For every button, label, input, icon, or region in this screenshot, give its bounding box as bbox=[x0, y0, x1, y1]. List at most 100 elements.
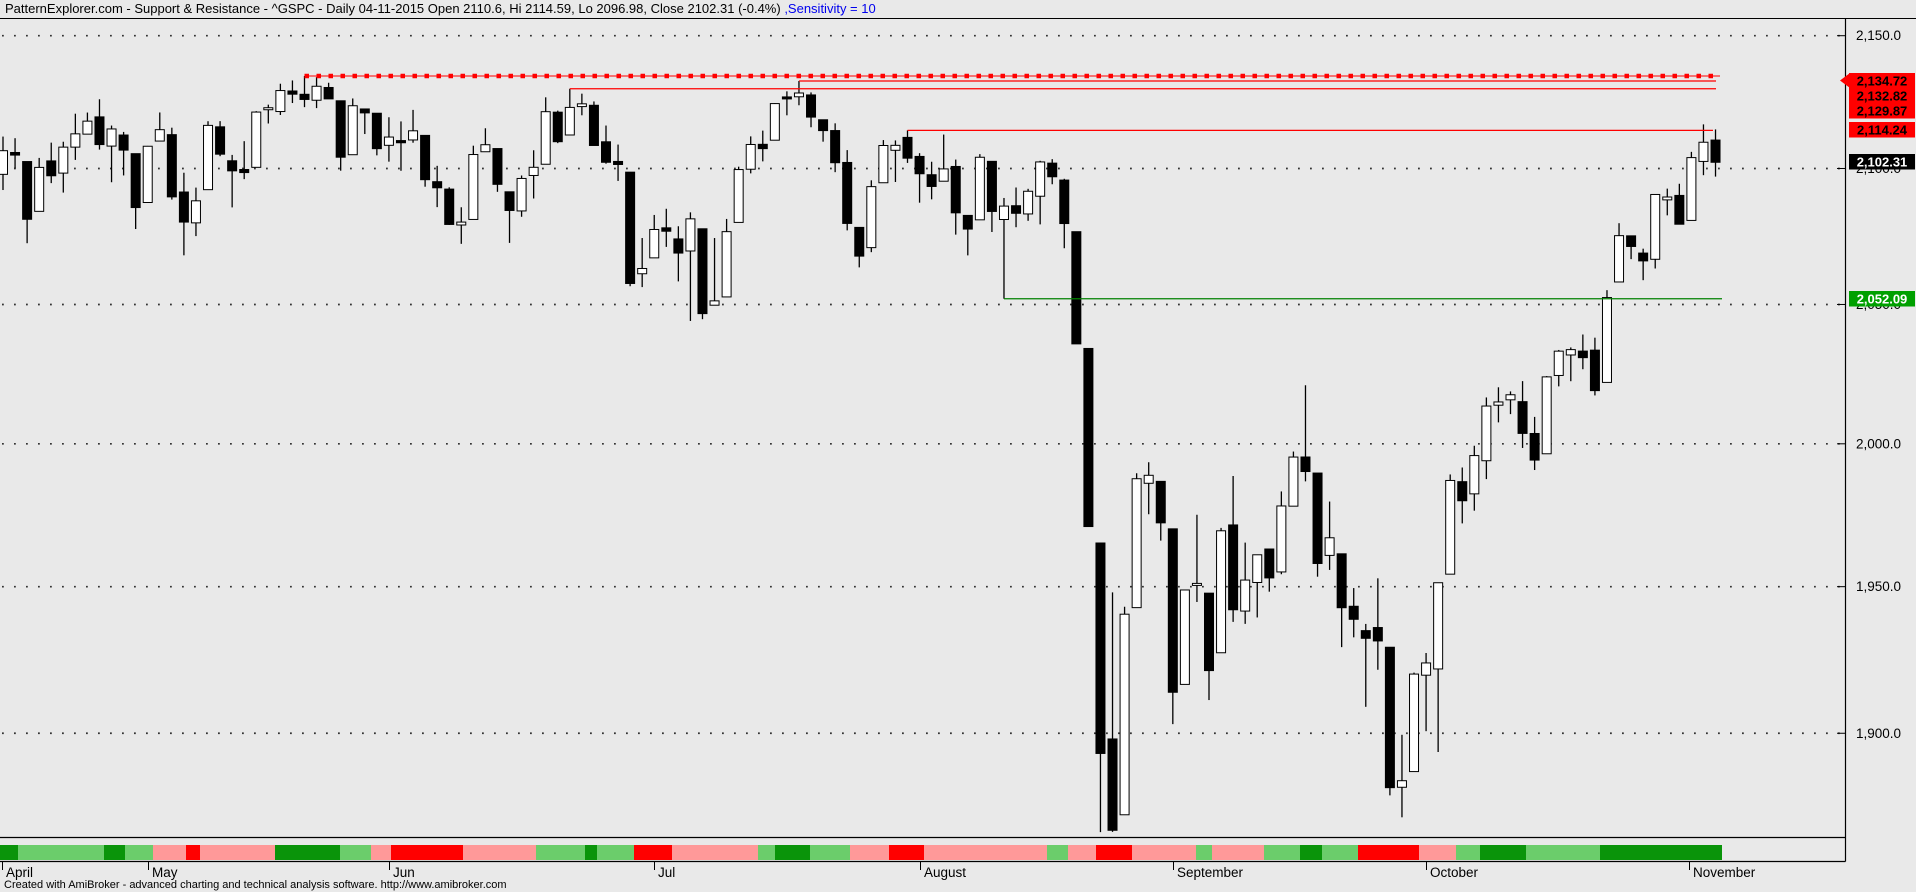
candle bbox=[46, 142, 57, 184]
resistance-price-label bbox=[1849, 122, 1915, 138]
candle bbox=[986, 160, 997, 233]
ribbon-segment bbox=[463, 845, 536, 860]
candle bbox=[22, 161, 33, 244]
candle bbox=[1324, 501, 1335, 570]
ribbon-segment bbox=[1456, 845, 1480, 860]
ribbon-segment bbox=[186, 845, 200, 860]
candle bbox=[1698, 124, 1709, 176]
candle bbox=[335, 100, 346, 171]
ribbon-segment bbox=[597, 845, 634, 860]
y-axis-label: 2,000.0 bbox=[1856, 436, 1901, 451]
candle bbox=[576, 93, 587, 116]
candle bbox=[697, 228, 708, 320]
last-close-price-label-text: 2,102.31 bbox=[1857, 155, 1908, 170]
support-price-label bbox=[1849, 291, 1915, 307]
ribbon-segment bbox=[850, 845, 889, 860]
candle bbox=[673, 226, 684, 282]
resistance-price-label bbox=[1849, 88, 1915, 104]
resistance-price-label-text: 2,129.87 bbox=[1857, 104, 1908, 119]
candle bbox=[94, 99, 105, 150]
candle bbox=[1264, 548, 1275, 592]
candle bbox=[1421, 653, 1432, 732]
ribbon-segment bbox=[924, 845, 1047, 860]
candle bbox=[588, 101, 599, 146]
candle bbox=[769, 103, 780, 141]
resistance-price-label bbox=[1849, 73, 1915, 89]
ribbon-segment bbox=[1322, 845, 1358, 860]
candle bbox=[1457, 467, 1468, 524]
candle bbox=[528, 150, 539, 199]
candle bbox=[890, 140, 901, 183]
candle bbox=[552, 110, 563, 144]
candle bbox=[504, 191, 515, 243]
candle bbox=[227, 154, 238, 208]
ribbon-segment bbox=[0, 845, 18, 860]
resistance-price-label bbox=[1849, 103, 1915, 119]
candle bbox=[1336, 553, 1347, 648]
candle bbox=[866, 180, 877, 253]
ribbon-segment bbox=[1068, 845, 1096, 860]
candle bbox=[10, 138, 21, 169]
candle bbox=[637, 238, 648, 288]
ribbon-segment bbox=[371, 845, 391, 860]
candle bbox=[58, 141, 69, 193]
candle bbox=[1614, 223, 1625, 283]
last-close-price-label bbox=[1849, 154, 1915, 170]
ribbon-segment bbox=[585, 845, 597, 860]
candle bbox=[70, 113, 81, 160]
candle bbox=[1119, 606, 1130, 816]
candle bbox=[1493, 387, 1504, 423]
candle bbox=[709, 238, 720, 306]
ribbon-segment bbox=[536, 845, 585, 860]
candle bbox=[1396, 734, 1407, 818]
candle bbox=[1384, 646, 1395, 796]
candle bbox=[383, 117, 394, 162]
y-axis-label: 2,150.0 bbox=[1856, 28, 1901, 43]
x-axis-month-label: October bbox=[1430, 865, 1479, 880]
candle bbox=[962, 214, 973, 256]
candle bbox=[1191, 514, 1202, 602]
candle bbox=[263, 104, 274, 124]
sensitivity-setting: ,Sensitivity = 10 bbox=[784, 1, 876, 16]
candle bbox=[166, 127, 177, 200]
candle bbox=[1252, 554, 1263, 618]
candle bbox=[311, 77, 322, 109]
candle bbox=[1517, 381, 1528, 448]
candle bbox=[564, 88, 575, 136]
candle bbox=[1143, 462, 1154, 515]
candle bbox=[34, 157, 45, 212]
y-axis-label: 1,950.0 bbox=[1856, 579, 1901, 594]
candle bbox=[1445, 474, 1456, 575]
candle bbox=[974, 154, 985, 221]
candle bbox=[685, 212, 696, 321]
candle bbox=[444, 187, 455, 225]
candle bbox=[420, 134, 431, 187]
ribbon-segment bbox=[1212, 845, 1264, 860]
candle bbox=[830, 123, 841, 173]
candle bbox=[1155, 480, 1166, 541]
candle bbox=[142, 145, 153, 203]
support-price-label-text: 2,052.09 bbox=[1857, 292, 1908, 307]
ribbon-segment bbox=[1600, 845, 1722, 860]
candle bbox=[1553, 349, 1564, 387]
x-axis-month-label: April bbox=[6, 865, 33, 880]
resistance-price-label-text: 2,132.82 bbox=[1857, 89, 1908, 104]
candle bbox=[251, 111, 262, 168]
ribbon-segment bbox=[340, 845, 371, 860]
candle bbox=[299, 75, 310, 108]
candle bbox=[1348, 588, 1359, 638]
x-axis-month-label: Jun bbox=[393, 865, 415, 880]
ribbon-segment bbox=[1132, 845, 1196, 860]
candle bbox=[1011, 187, 1022, 228]
candle bbox=[1469, 445, 1480, 511]
candle bbox=[0, 136, 8, 191]
candle bbox=[1505, 391, 1516, 415]
candle bbox=[456, 207, 467, 244]
candle bbox=[661, 208, 672, 247]
ribbon-segment bbox=[775, 845, 810, 860]
ribbon-segment bbox=[634, 845, 672, 860]
candle bbox=[998, 197, 1009, 299]
candle bbox=[793, 80, 804, 106]
